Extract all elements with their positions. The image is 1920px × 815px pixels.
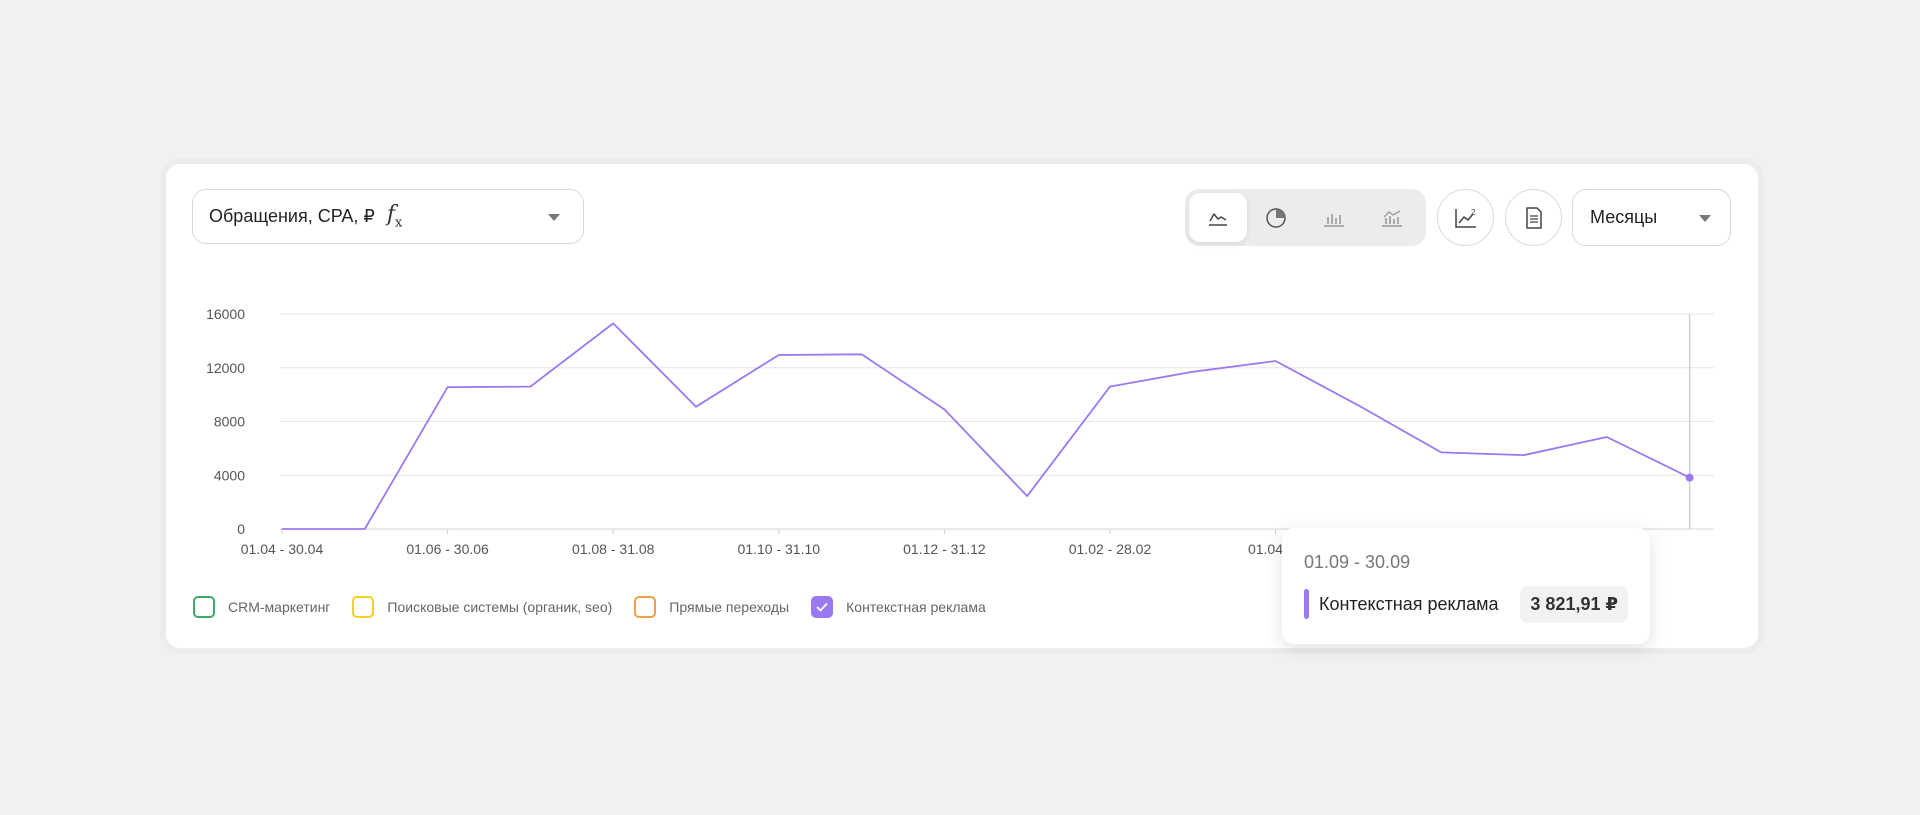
legend-item[interactable]: Прямые переходы [634,596,789,618]
combo-chart-icon[interactable] [1363,193,1421,242]
checkbox-icon[interactable] [634,596,657,618]
legend-label: Прямые переходы [669,599,790,615]
x-axis-ticks: 01.04 - 30.04 01.06 - 30.06 01.08 - 31.08 0… [241,529,1608,557]
tooltip-series-label: Контекстная реклама [1319,593,1499,614]
tooltip-date: 01.09 - 30.09 [1304,552,1411,572]
y-tick-label: 16000 [206,306,245,322]
checkbox-checked-icon[interactable] [811,596,834,618]
tooltip-row: Контекстная реклама 3 821,91 ₽ [1304,585,1628,623]
chart-tooltip: 01.09 - 30.09 Контекстная реклама 3 821,… [1282,528,1650,644]
compare-button[interactable]: 2 [1437,189,1494,246]
legend-item[interactable]: Поисковые системы (органик, seo) [352,596,612,618]
y-tick-label: 4000 [214,467,245,483]
highlight-point [1685,473,1694,482]
formula-x: x [394,215,403,231]
trend-squared-icon: 2 [1454,208,1476,228]
y-axis-ticks: 0 4000 8000 12000 16000 [206,306,245,537]
line-chart-icon[interactable] [1189,193,1247,242]
chevron-down-icon [1699,215,1711,222]
line-chart: 0 4000 8000 12000 16000 01.04 - 30.04 01.06 -… [206,306,1714,557]
formula-icon[interactable]: fx [387,202,403,230]
series-context-ads [281,322,1694,530]
chart-type-switcher [1185,189,1426,246]
x-tick-label: 01.02 - 28.02 [1069,541,1152,557]
document-icon [1525,206,1542,229]
chart-grid [280,313,1714,530]
metric-select[interactable]: Обращения, CPA, ₽ fx [192,189,584,244]
y-tick-label: 12000 [206,360,245,376]
legend-label: CRM-маркетинг [228,599,331,615]
legend-item[interactable]: CRM-маркетинг [193,596,330,618]
x-tick-label: 01.04 - 30.04 [241,541,324,557]
svg-text:2: 2 [1471,208,1476,217]
metric-select-label: Обращения, CPA, ₽ [209,206,375,226]
x-tick-label: 01.10 - 31.10 [738,541,821,557]
formula-f: f [386,202,395,228]
legend-label: Контекстная реклама [846,599,986,615]
y-tick-label: 8000 [214,414,245,430]
tooltip-series-color [1304,589,1309,619]
legend-item[interactable]: Контекстная реклама [811,596,986,618]
x-tick-label: 01.06 - 30.06 [406,541,489,557]
tooltip-value: 3 821,91 ₽ [1520,585,1628,623]
analytics-card: Обращения, CPA, ₽ fx 2 Месяцы 0 4000 8000 1… [166,164,1758,648]
checkbox-icon[interactable] [193,596,215,618]
period-select[interactable]: Месяцы [1572,189,1731,246]
report-button[interactable] [1505,189,1562,246]
period-select-label: Месяцы [1590,207,1658,227]
chart-legend: CRM-маркетинг Поисковые системы (органик,… [193,596,1008,618]
y-tick-label: 0 [237,521,245,537]
series-line [282,322,1690,530]
checkbox-icon[interactable] [352,596,375,618]
pie-chart-icon[interactable] [1247,193,1305,242]
x-tick-label: 01.12 - 31.12 [903,541,986,557]
legend-label: Поисковые системы (органик, seo) [387,599,613,615]
bar-chart-icon[interactable] [1305,193,1363,242]
x-tick-label: 01.08 - 31.08 [572,541,655,557]
chevron-down-icon [548,214,560,221]
